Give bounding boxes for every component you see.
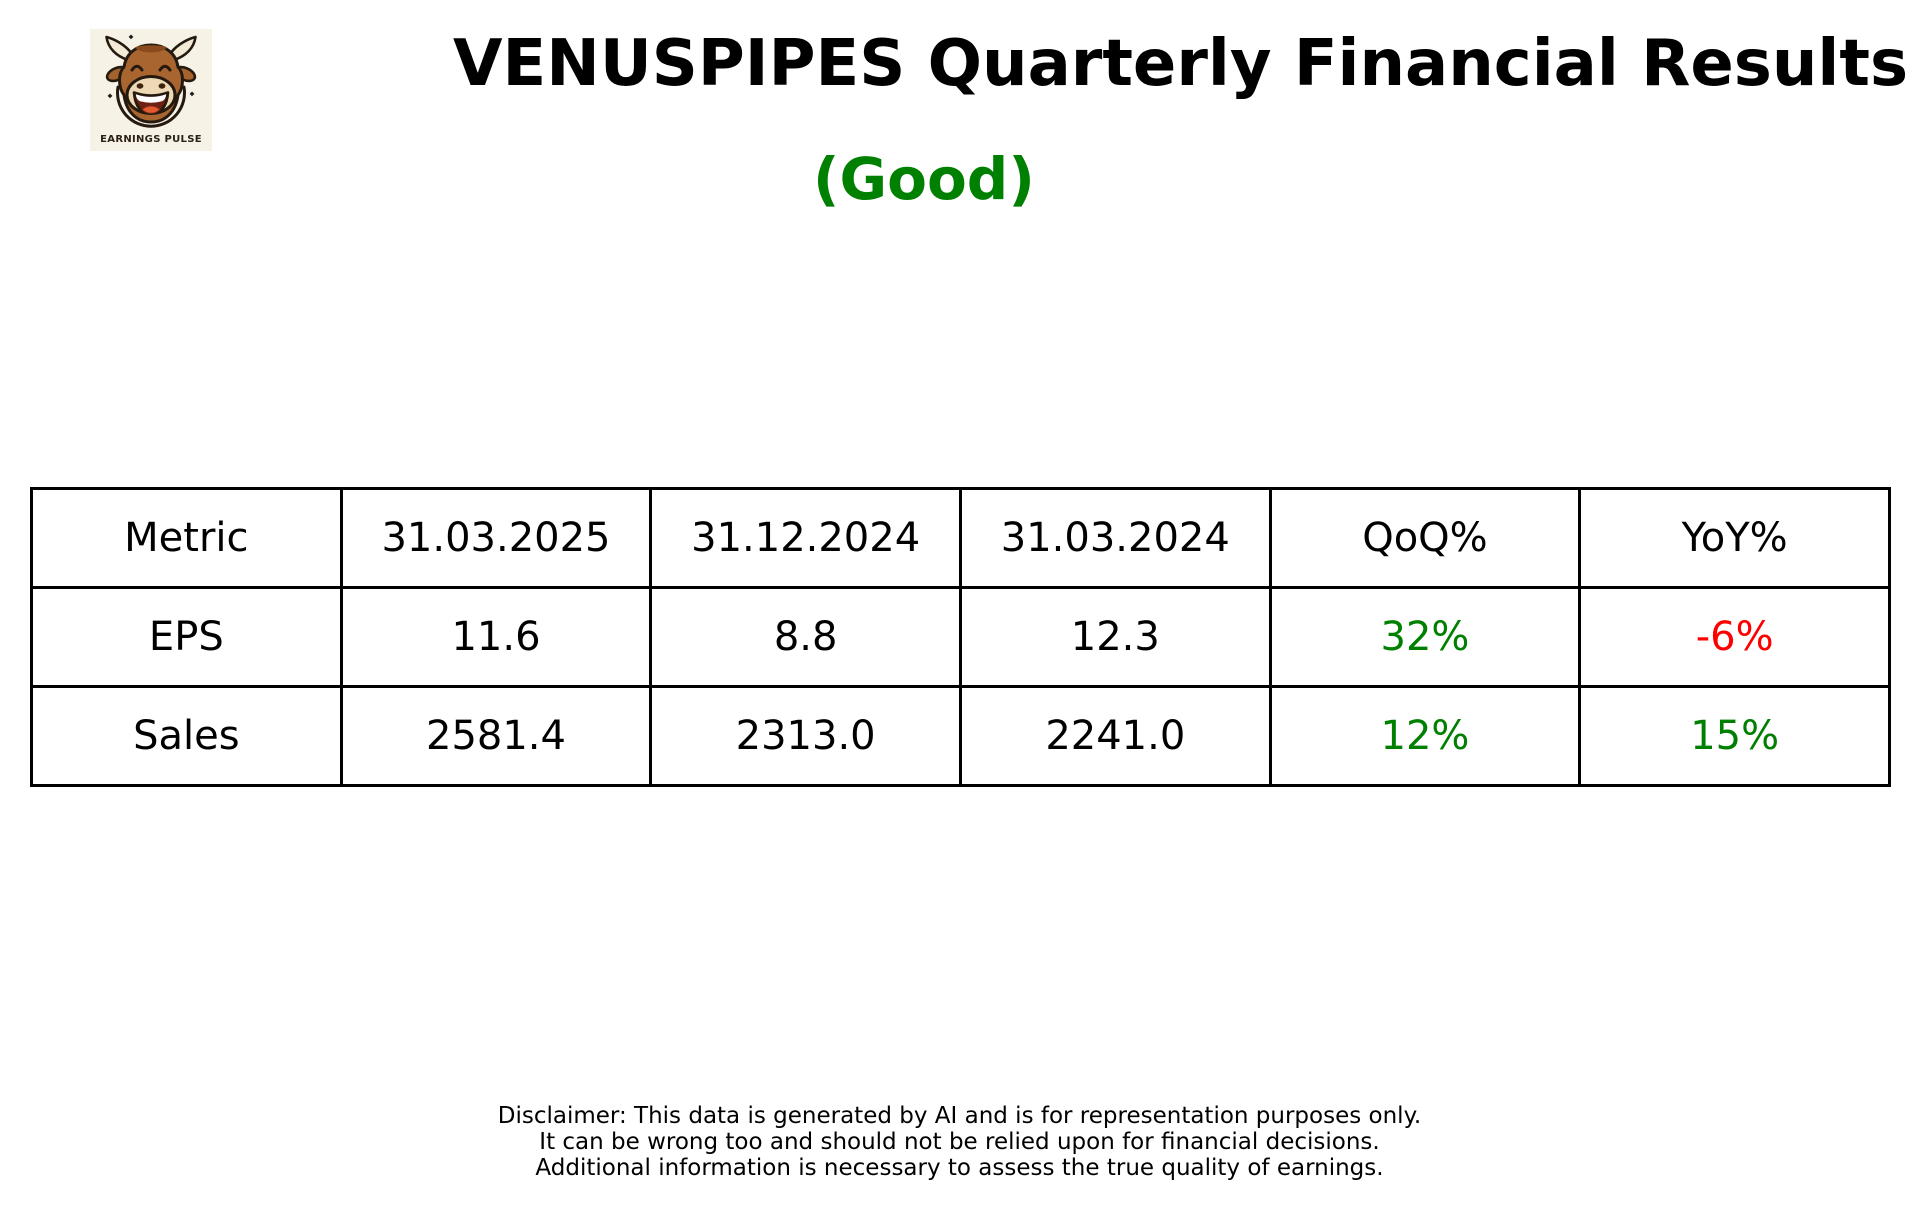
column-header-metric: Metric: [30, 487, 343, 589]
metric-label: EPS: [30, 586, 343, 688]
column-header-period-2: 31.12.2024: [649, 487, 962, 589]
value-cell: 11.6: [339, 586, 653, 688]
yoy-cell: -6%: [1578, 586, 1891, 688]
logo-label: EARNINGS PULSE: [100, 134, 202, 145]
earnings-pulse-logo: EARNINGS PULSE: [90, 29, 212, 151]
column-header-period-3: 31.03.2024: [958, 487, 1272, 589]
results-table: Metric 31.03.2025 31.12.2024 31.03.2024 …: [30, 487, 1891, 787]
value-cell: 2313.0: [649, 685, 962, 787]
column-header-period-1: 31.03.2025: [339, 487, 653, 589]
value-cell: 12.3: [958, 586, 1272, 688]
disclaimer: Disclaimer: This data is generated by AI…: [0, 1103, 1919, 1181]
table-header-row: Metric 31.03.2025 31.12.2024 31.03.2024 …: [30, 487, 1891, 589]
yoy-cell: 15%: [1578, 685, 1891, 787]
column-header-qoq: QoQ%: [1268, 487, 1582, 589]
metric-label: Sales: [30, 685, 343, 787]
disclaimer-line: Disclaimer: This data is generated by AI…: [497, 1103, 1422, 1129]
column-header-yoy: YoY%: [1578, 487, 1891, 589]
value-cell: 2241.0: [958, 685, 1272, 787]
disclaimer-line: Additional information is necessary to a…: [535, 1155, 1384, 1181]
value-cell: 2581.4: [339, 685, 653, 787]
value-cell: 8.8: [649, 586, 962, 688]
table-row-eps: EPS 11.6 8.8 12.3 32% -6%: [30, 586, 1891, 688]
qoq-cell: 32%: [1268, 586, 1582, 688]
bull-logo-icon: [105, 34, 197, 128]
table-row-sales: Sales 2581.4 2313.0 2241.0 12% 15%: [30, 685, 1891, 787]
page-title: VENUSPIPES Quarterly Financial Results: [453, 27, 1909, 101]
qoq-cell: 12%: [1268, 685, 1582, 787]
disclaimer-line: It can be wrong too and should not be re…: [539, 1129, 1380, 1155]
verdict-subtitle: (Good): [813, 145, 1035, 213]
